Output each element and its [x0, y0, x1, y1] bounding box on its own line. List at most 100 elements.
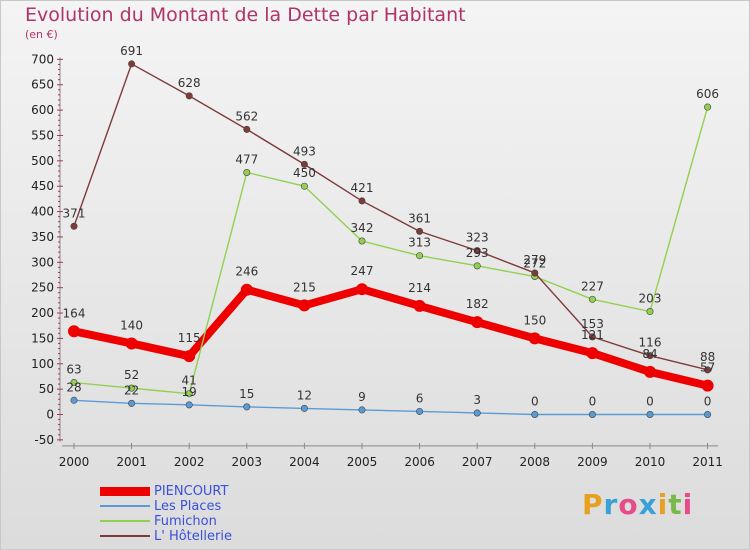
data-label: 562: [235, 109, 258, 123]
y-tick-label: 150: [31, 331, 54, 345]
data-point: [704, 410, 712, 418]
y-tick-label: 650: [31, 78, 54, 92]
legend-swatch: [100, 487, 150, 496]
x-tick-label: 2007: [462, 455, 493, 469]
data-label: 84: [642, 347, 657, 361]
legend-item: PIENCOURT: [100, 484, 320, 499]
data-label: 63: [66, 363, 81, 377]
data-point: [128, 60, 136, 68]
data-point: [531, 410, 539, 418]
data-point: [646, 352, 654, 360]
data-label: 22: [124, 383, 139, 397]
data-point: [646, 308, 654, 316]
y-tick-label: 550: [31, 128, 54, 142]
legend-swatch: [100, 505, 150, 507]
data-label: 116: [639, 336, 662, 350]
data-point: [68, 325, 80, 338]
x-tick-label: 2008: [520, 455, 551, 469]
data-label: 19: [182, 385, 197, 399]
data-point: [644, 365, 656, 378]
y-tick-label: 200: [31, 306, 54, 320]
x-tick-label: 2001: [116, 455, 147, 469]
data-label: 371: [63, 206, 86, 220]
y-tick-label: 600: [31, 103, 54, 117]
data-point: [413, 299, 426, 312]
x-tick-label: 2002: [174, 455, 205, 469]
data-label: 182: [466, 297, 489, 311]
legend-label: Fumichon: [154, 514, 217, 529]
data-label: 342: [351, 221, 374, 235]
series-line-2: [73, 106, 709, 395]
y-tick-label: 450: [31, 179, 54, 193]
data-label: 12: [297, 388, 312, 402]
y-tick-label: 300: [31, 255, 54, 269]
x-tick-label: 2010: [635, 455, 666, 469]
x-tick-label: 2011: [692, 455, 723, 469]
legend-item: Fumichon: [100, 514, 320, 529]
data-label: 606: [696, 87, 719, 101]
series-line-1: [73, 399, 709, 416]
data-point: [300, 160, 308, 168]
data-label: 227: [581, 279, 604, 293]
brand-letter: P: [582, 488, 604, 521]
data-label: 203: [639, 292, 662, 306]
data-label: 15: [239, 387, 254, 401]
data-label: 477: [235, 153, 258, 167]
data-label: 247: [351, 264, 374, 278]
data-point: [243, 403, 251, 411]
data-point: [416, 407, 424, 415]
data-label: 9: [358, 390, 366, 404]
legend-swatch: [100, 535, 150, 537]
series-line-3: [73, 63, 709, 371]
y-tick-label: 500: [31, 154, 54, 168]
x-tick-label: 2005: [347, 455, 378, 469]
data-label: 313: [408, 236, 431, 250]
data-point: [185, 390, 193, 398]
data-point: [70, 222, 78, 230]
y-tick-label: 100: [31, 357, 54, 371]
legend-label: Les Places: [154, 499, 222, 514]
data-label: 28: [66, 380, 81, 394]
legend-swatch: [100, 520, 150, 522]
data-label: 57: [700, 361, 715, 375]
data-label: 361: [408, 211, 431, 225]
data-point: [125, 337, 138, 350]
data-label: 628: [178, 76, 201, 90]
data-point: [128, 399, 136, 407]
brand-letter: i: [657, 488, 669, 521]
x-tick-label: 2000: [59, 455, 90, 469]
data-point: [358, 237, 366, 245]
data-point: [588, 333, 596, 341]
data-point: [300, 182, 308, 190]
brand-letter: t: [668, 488, 683, 521]
data-label: 6: [416, 391, 424, 405]
data-point: [183, 350, 196, 363]
data-point: [586, 347, 599, 360]
data-point: [704, 366, 712, 374]
data-point: [70, 396, 78, 404]
data-label: 691: [120, 44, 143, 58]
y-tick-label: 700: [31, 52, 54, 66]
y-tick-label: 350: [31, 230, 54, 244]
data-point: [473, 409, 481, 417]
data-label: 3: [473, 393, 481, 407]
y-tick-label: 50: [39, 382, 54, 396]
x-tick-label: 2004: [289, 455, 320, 469]
data-label: 214: [408, 281, 431, 295]
data-point: [588, 410, 596, 418]
data-point: [531, 269, 539, 277]
data-point: [701, 379, 714, 392]
data-point: [358, 197, 366, 205]
brand-letter: r: [603, 488, 619, 521]
data-point: [646, 410, 654, 418]
data-label: 450: [293, 166, 316, 180]
data-label: 115: [178, 331, 201, 345]
data-label: 164: [63, 306, 86, 320]
data-point: [473, 262, 481, 270]
legend-label: L' Hôtellerie: [154, 529, 232, 544]
y-tick-label: 400: [31, 205, 54, 219]
data-point: [704, 103, 712, 111]
x-tick-label: 2009: [577, 455, 608, 469]
data-label: 41: [182, 374, 197, 388]
